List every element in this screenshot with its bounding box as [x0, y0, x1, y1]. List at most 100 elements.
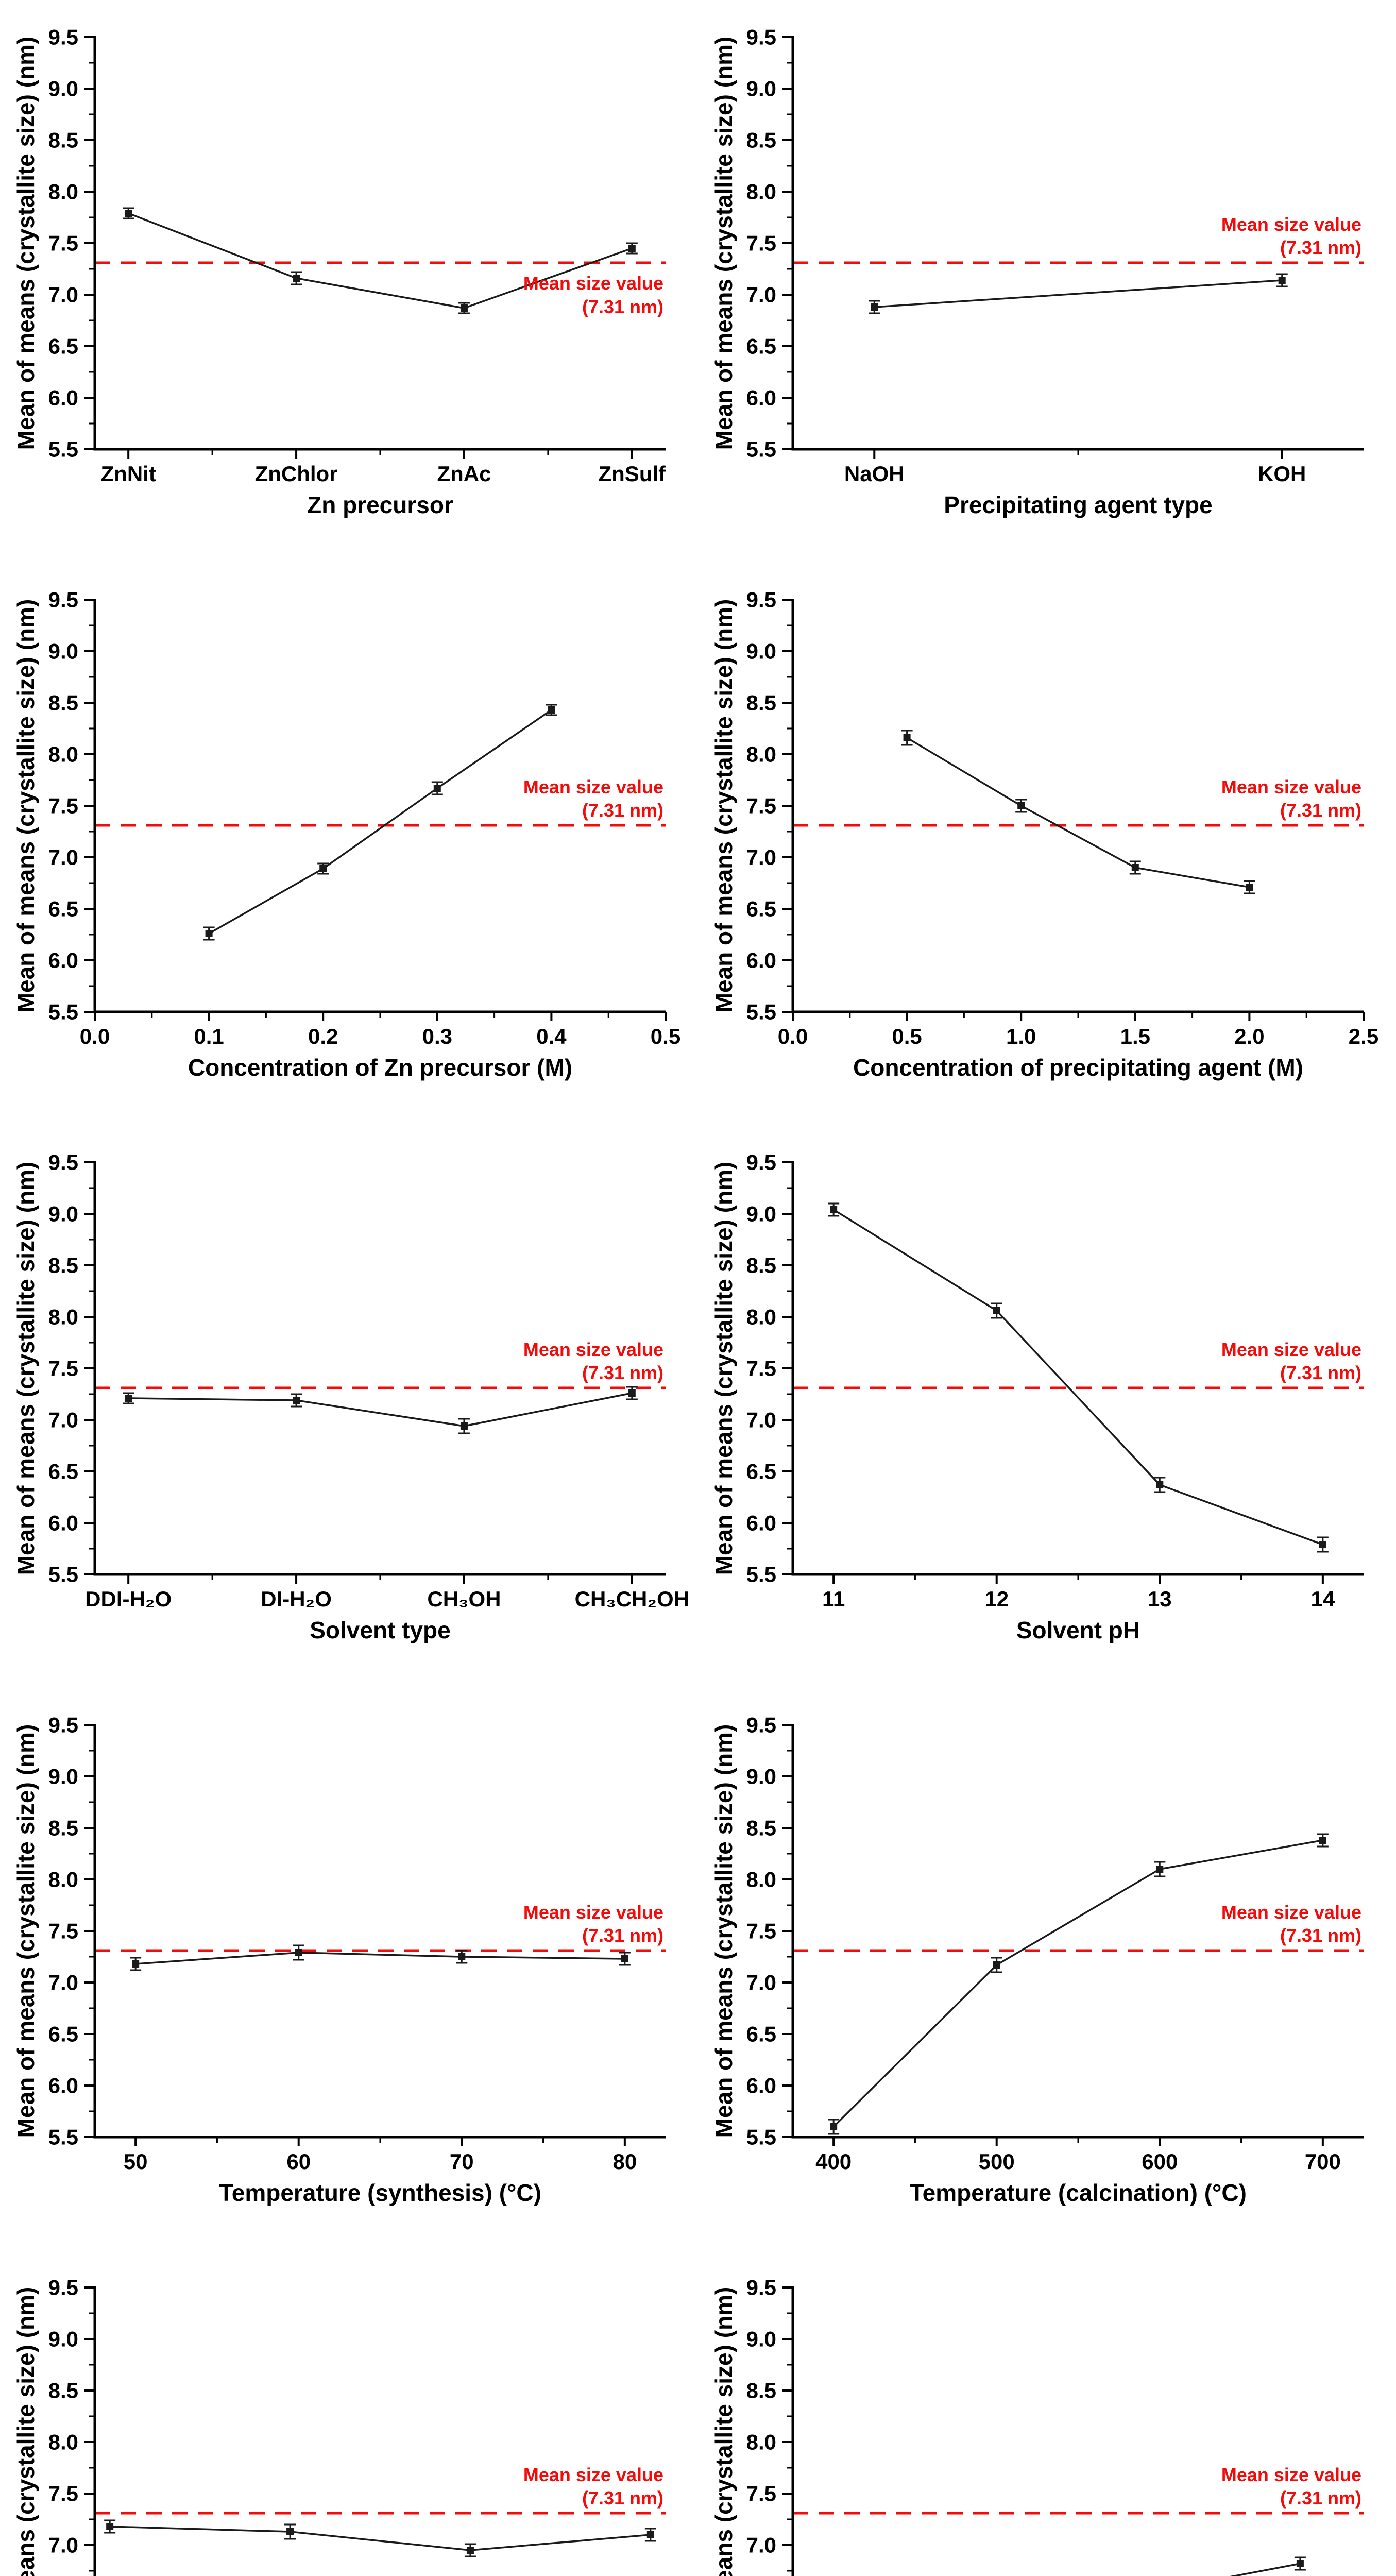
data-series — [1230, 2556, 1306, 2576]
y-tick-label: 8.5 — [48, 128, 78, 152]
y-tick-label: 5.5 — [746, 437, 776, 462]
y-axis-title: Mean of means (crystallite size) (nm) — [710, 2287, 737, 2576]
x-tick-label: 0.2 — [308, 1024, 338, 1048]
x-tick-label: 11 — [822, 1587, 845, 1611]
y-tick-label: 8.0 — [48, 1305, 78, 1329]
y-tick-label: 8.5 — [48, 691, 78, 715]
y-axis-title: Mean of means (crystallite size) (nm) — [710, 599, 737, 1013]
chart-zn-precursor-concentration: 5.5 6.0 6.5 7.0 7.5 8.0 8.5 9.0 9.5 0.0 0.1 0.2 0.3 0… — [0, 563, 698, 1125]
mean-size-label-line2: (7.31 nm) — [1280, 1925, 1361, 1946]
axes: 5.5 6.0 6.5 7.0 7.5 8.0 8.5 9.0 9.5 0.0 0.5 1.0 1.5 2… — [746, 588, 1379, 1049]
y-tick-label: 6.5 — [48, 2022, 78, 2046]
y-tick-label: 9.5 — [48, 588, 78, 612]
series-polyline — [208, 709, 552, 935]
x-tick-label: 1.0 — [1006, 1024, 1036, 1048]
chart-svg-stirring-time: 5.56.06.57.07.58.08.59.09.53045607590105… — [0, 2250, 698, 2576]
y-tick-label: 8.5 — [746, 1253, 776, 1278]
y-axis-title: Mean of means (crystallite size) (nm) — [12, 37, 39, 450]
y-tick-label: 9.5 — [746, 1150, 776, 1175]
x-tick-label: ZnAc — [437, 462, 491, 486]
y-tick-label: 8.5 — [746, 1816, 776, 1840]
y-tick-label: 5.5 — [48, 1563, 78, 1587]
mean-size-label-line1: Mean size value — [1221, 776, 1361, 798]
chart-zn-precursor: 5.5 6.0 6.5 7.0 7.5 8.0 8.5 9.0 9.5 ZnNit ZnChlor Z… — [0, 0, 698, 563]
chart-temperature-calcination: 5.5 6.0 6.5 7.0 7.5 8.0 8.5 9.0 9.5 400 500 600 700 T… — [698, 1688, 1396, 2250]
chart-solvent-ph: 5.5 6.0 6.5 7.0 7.5 8.0 8.5 9.0 9.5 11 12 13 14 Solve… — [698, 1125, 1396, 1688]
chart-stirring-time: 5.56.06.57.07.58.08.59.09.53045607590105… — [0, 2250, 698, 2576]
y-tick-label: 7.5 — [48, 1919, 78, 1943]
data-series — [203, 704, 557, 941]
x-tick-label: CH₃CH₂OH — [575, 1587, 689, 1611]
chart-background — [698, 1125, 1396, 1688]
chart-temperature-synthesis: 5.5 6.0 6.5 7.0 7.5 8.0 8.5 9.0 9.5 50 60 70 80 Tempe… — [0, 1688, 698, 2250]
mean-size-label-line2: (7.31 nm) — [582, 800, 663, 821]
mean-size-label-line1: Mean size value — [523, 776, 663, 798]
data-point-marker — [628, 1389, 636, 1397]
series-polyline — [906, 737, 1250, 888]
data-point-marker — [460, 304, 468, 312]
data-point-marker — [1246, 884, 1253, 891]
y-tick-label: 9.0 — [48, 1202, 78, 1226]
x-axis-title: Solvent pH — [1016, 1617, 1140, 1643]
data-point-marker — [1319, 1541, 1326, 1548]
mean-size-label-line1: Mean size value — [1221, 1339, 1361, 1360]
y-tick-label: 8.0 — [48, 1868, 78, 1892]
axes: 5.56.06.57.07.58.08.59.09.53045607590105… — [48, 2276, 96, 2576]
y-tick-label: 5.5 — [746, 1000, 776, 1024]
y-tick-label: 7.5 — [746, 794, 776, 818]
y-tick-label: 5.5 — [48, 2125, 78, 2149]
y-tick-label: 9.0 — [746, 1765, 776, 1789]
x-tick-label: 0.1 — [194, 1024, 224, 1048]
x-tick-label: 14 — [1310, 1587, 1335, 1611]
y-tick-label: 7.5 — [48, 2482, 78, 2506]
data-point-marker — [903, 734, 911, 741]
data-point-marker — [830, 2123, 838, 2130]
y-tick-label: 7.0 — [746, 2533, 776, 2557]
axes: 5.5 6.0 6.5 7.0 7.5 8.0 8.5 9.0 9.5 50 60 70 80 — [48, 1713, 666, 2174]
data-point-marker — [1131, 864, 1139, 871]
chart-background — [698, 1688, 1396, 2250]
x-tick-label: 500 — [979, 2149, 1015, 2174]
x-tick-label: 70 — [450, 2149, 474, 2174]
x-tick-label: DI-H₂O — [261, 1587, 332, 1611]
data-series — [123, 207, 638, 314]
data-point-marker — [319, 865, 327, 872]
x-tick-label: 0.3 — [422, 1024, 452, 1048]
y-tick-label: 6.5 — [746, 1460, 776, 1484]
data-point-marker — [1156, 1866, 1164, 1873]
y-tick-label: 6.5 — [48, 1460, 78, 1484]
x-tick-label: 0.0 — [778, 1024, 808, 1048]
data-point-marker — [993, 1961, 1000, 1969]
data-point-marker — [125, 1395, 132, 1402]
data-series — [869, 273, 1288, 314]
data-point-marker — [1017, 802, 1025, 809]
x-axis-title: Precipitating agent type — [944, 492, 1212, 518]
data-point-marker — [132, 1960, 140, 1968]
y-axis-title: Mean of means (crystallite size) (nm) — [12, 1162, 39, 1575]
chart-background — [0, 0, 698, 563]
y-tick-label: 8.0 — [746, 1868, 776, 1892]
chart-svg-zn-precursor: 5.5 6.0 6.5 7.0 7.5 8.0 8.5 9.0 9.5 ZnNit ZnChlor Z… — [0, 0, 698, 563]
y-axis-title: Mean of means (crystallite size) (nm) — [710, 1724, 737, 2138]
data-series — [130, 1944, 631, 1971]
chart-background — [698, 563, 1396, 1125]
x-tick-label: 1.5 — [1120, 1024, 1150, 1048]
axes: 5.5 6.0 6.5 7.0 7.5 8.0 8.5 9.0 9.5 400 500 600 700 — [746, 1713, 1364, 2174]
x-axis-title: Concentration of precipitating agent (M) — [853, 1054, 1303, 1081]
y-tick-label: 6.0 — [48, 948, 78, 973]
x-axis-title: Solvent type — [310, 1617, 451, 1643]
chart-svg-temperature-calcination: 5.5 6.0 6.5 7.0 7.5 8.0 8.5 9.0 9.5 400 500 600 700 T… — [698, 1688, 1396, 2250]
y-tick-label: 8.0 — [48, 742, 78, 767]
series-polyline — [874, 279, 1282, 308]
x-tick-label: 2.0 — [1234, 1024, 1264, 1048]
data-point-marker — [621, 1955, 628, 1962]
chart-background — [0, 2250, 698, 2576]
chart-svg-solvent-type: 5.5 6.0 6.5 7.0 7.5 8.0 8.5 9.0 9.5 DDI-H₂O DI-H₂O… — [0, 1125, 698, 1688]
y-tick-label: 8.0 — [746, 2430, 776, 2454]
mean-size-label-line1: Mean size value — [1221, 2464, 1361, 2485]
data-point-marker — [548, 706, 555, 714]
y-tick-label: 6.0 — [48, 2074, 78, 2098]
y-tick-label: 6.0 — [48, 386, 78, 410]
y-tick-label: 9.5 — [48, 1150, 78, 1175]
series-polyline — [135, 1952, 625, 1965]
